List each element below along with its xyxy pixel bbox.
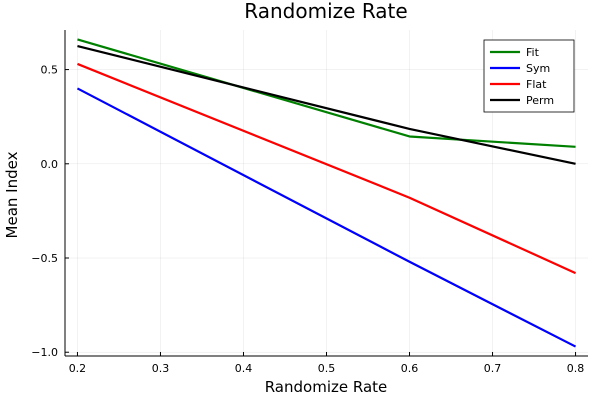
x-tick-label: 0.2 — [69, 362, 87, 375]
series-line-sym — [76, 87, 577, 348]
x-axis-label: Randomize Rate — [265, 378, 388, 396]
x-tick-label: 0.7 — [484, 362, 502, 375]
y-tick-label: 0.5 — [41, 64, 59, 77]
legend-label-perm: Perm — [526, 94, 554, 107]
legend-label-flat: Flat — [526, 78, 547, 91]
series-line-flat — [77, 62, 577, 275]
series-line-fit — [77, 38, 576, 148]
y-axis-ticks: 0.5 0.0 −0.5 −1.0 — [31, 64, 69, 359]
y-tick-label: −0.5 — [31, 252, 58, 265]
legend-label-fit: Fit — [526, 46, 540, 59]
legend: Fit Sym Flat Perm — [483, 39, 575, 113]
x-tick-label: 0.4 — [235, 362, 253, 375]
series-lines — [76, 38, 577, 348]
x-tick-label: 0.3 — [152, 362, 170, 375]
chart-title: Randomize Rate — [244, 0, 407, 23]
y-tick-label: −1.0 — [31, 346, 58, 359]
x-axis-ticks: 0.2 0.3 0.4 0.5 0.6 0.7 0.8 — [69, 352, 585, 375]
series-line-perm — [77, 44, 576, 165]
legend-label-sym: Sym — [526, 62, 550, 75]
x-tick-label: 0.5 — [318, 362, 336, 375]
x-tick-label: 0.6 — [401, 362, 419, 375]
y-axis-label: Mean Index — [3, 151, 21, 238]
y-tick-label: 0.0 — [41, 158, 59, 171]
x-tick-label: 0.8 — [567, 362, 585, 375]
